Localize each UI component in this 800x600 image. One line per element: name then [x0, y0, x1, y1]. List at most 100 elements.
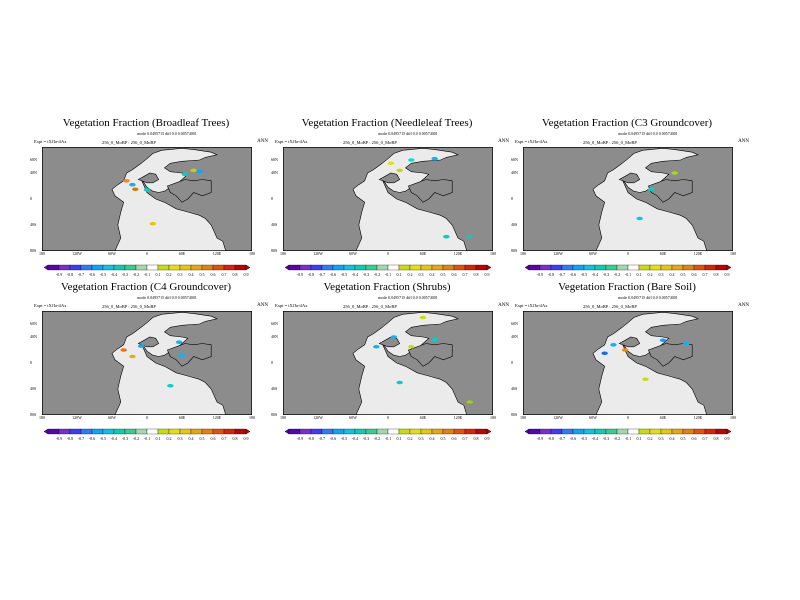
colorbar-swatch: [354, 428, 367, 435]
colorbar-label: -0.2: [132, 272, 140, 277]
inland-sea-1: [407, 179, 453, 203]
colorbar-label: 0.1: [396, 436, 402, 441]
colorbar-swatch: [168, 428, 181, 435]
season-label: ANN: [738, 303, 749, 308]
panel-title: Vegetation Fraction (C4 Groundcover): [60, 281, 232, 293]
colorbar-label: -0.4: [110, 436, 118, 441]
panel-1: Vegetation Fraction (Broadleaf Trees) mod…: [30, 117, 282, 297]
colorbar-swatch: [442, 428, 455, 435]
colorbar-label: 0.2: [647, 436, 653, 441]
colorbar-label: 0.7: [462, 272, 468, 277]
y-tick-label: 40N: [271, 334, 278, 339]
colorbar-label: 0.4: [669, 436, 675, 441]
colorbar-label: -0.2: [613, 436, 621, 441]
anomaly-patch: [137, 344, 145, 348]
colorbar-swatch: [47, 428, 60, 435]
x-tick-label: 0: [387, 415, 389, 420]
colorbar-swatch: [310, 264, 323, 271]
colorbar-swatch: [190, 264, 203, 271]
inland-sea-2: [618, 172, 641, 184]
y-tick-label: 40N: [30, 334, 37, 339]
anomaly-patch: [610, 343, 617, 347]
colorbar-label: 0.1: [155, 436, 161, 441]
x-tick-label: 120W: [313, 415, 323, 420]
colorbar-label: -0.5: [340, 436, 348, 441]
colorbar-swatch: [431, 428, 444, 435]
colorbar-label: -0.1: [624, 272, 632, 277]
colorbar-swatch: [201, 428, 214, 435]
inland-sea-1: [647, 179, 693, 203]
map-frame: [523, 311, 733, 415]
colorbar-swatch: [561, 428, 574, 435]
y-tick-label: 80S: [271, 412, 278, 417]
y-tick-label: 0: [271, 360, 273, 365]
colorbar: [524, 428, 732, 435]
colorbar-swatch: [91, 264, 104, 271]
runs-label: 256_0_MoBP : 256_0_MoBP: [102, 304, 156, 309]
colorbar-label: 0.3: [418, 272, 424, 277]
colorbar-left-arrow: [43, 264, 49, 271]
colorbar-swatch: [135, 428, 148, 435]
colorbar-label: -0.7: [318, 272, 326, 277]
colorbar-label: -0.1: [384, 436, 392, 441]
colorbar-label: 0.5: [440, 272, 446, 277]
colorbar-label: 0.1: [636, 436, 642, 441]
colorbar-swatch: [365, 428, 378, 435]
colorbar-swatch: [693, 428, 706, 435]
x-tick-label: 60W: [589, 251, 597, 256]
colorbar-swatch: [398, 428, 411, 435]
colorbar-swatch: [660, 428, 673, 435]
colorbar-label: 0.6: [451, 436, 457, 441]
anomaly-patch: [167, 383, 174, 388]
colorbar-label: 0.5: [680, 436, 686, 441]
colorbar-swatch: [113, 428, 126, 435]
colorbar-label: 0.2: [647, 272, 653, 277]
panel-meta: mode 0.0495715 diff 0.0 0.00574001: [378, 295, 438, 300]
y-tick-label: 0: [30, 360, 32, 365]
colorbar-swatch: [124, 428, 137, 435]
inland-sea-2: [137, 336, 160, 348]
anomaly-patch: [123, 179, 130, 183]
x-tick-label: 0: [146, 251, 148, 256]
colorbar-swatch: [682, 428, 695, 435]
colorbar-right-arrow: [245, 428, 251, 435]
colorbar-swatch: [539, 264, 552, 271]
panel-title: Vegetation Fraction (Bare Soil): [558, 281, 696, 293]
colorbar: [43, 264, 251, 271]
colorbar-label: -0.8: [307, 272, 315, 277]
colorbar-label: 0.8: [232, 436, 238, 441]
colorbar-label: -0.2: [132, 436, 140, 441]
colorbar-swatch: [365, 264, 378, 271]
colorbar-swatch: [80, 428, 93, 435]
colorbar-swatch: [310, 428, 323, 435]
colorbar-swatch: [682, 264, 695, 271]
y-tick-label: 80S: [30, 248, 37, 253]
colorbar-swatch: [528, 428, 541, 435]
y-tick-label: 80S: [511, 412, 518, 417]
anomaly-patch: [431, 337, 438, 342]
y-tick-label: 40S: [30, 386, 37, 391]
colorbar-right-arrow: [486, 264, 492, 271]
colorbar-swatch: [442, 264, 455, 271]
colorbar-label: -0.6: [88, 272, 96, 277]
colorbar-swatch: [420, 428, 433, 435]
x-tick-label: 60W: [349, 251, 357, 256]
inland-sea-2: [378, 336, 401, 348]
colorbar-label: -0.5: [99, 436, 107, 441]
anomaly-patch: [120, 348, 127, 352]
colorbar-label: -0.2: [613, 272, 621, 277]
x-tick-label: 120W: [553, 415, 563, 420]
colorbar-swatch: [223, 428, 236, 435]
colorbar-swatch: [212, 428, 225, 435]
x-tick-label: 120E: [212, 251, 222, 256]
colorbar-swatch: [561, 264, 574, 271]
colorbar-swatch: [550, 428, 563, 435]
anomaly-patch: [642, 377, 649, 382]
colorbar-swatch: [420, 264, 433, 271]
land-mass: [352, 147, 468, 251]
colorbar-label: 0.5: [199, 272, 205, 277]
colorbar-swatch: [332, 264, 345, 271]
colorbar-label: -0.8: [66, 272, 74, 277]
colorbar-swatch: [627, 428, 640, 435]
colorbar-label: -0.1: [624, 436, 632, 441]
